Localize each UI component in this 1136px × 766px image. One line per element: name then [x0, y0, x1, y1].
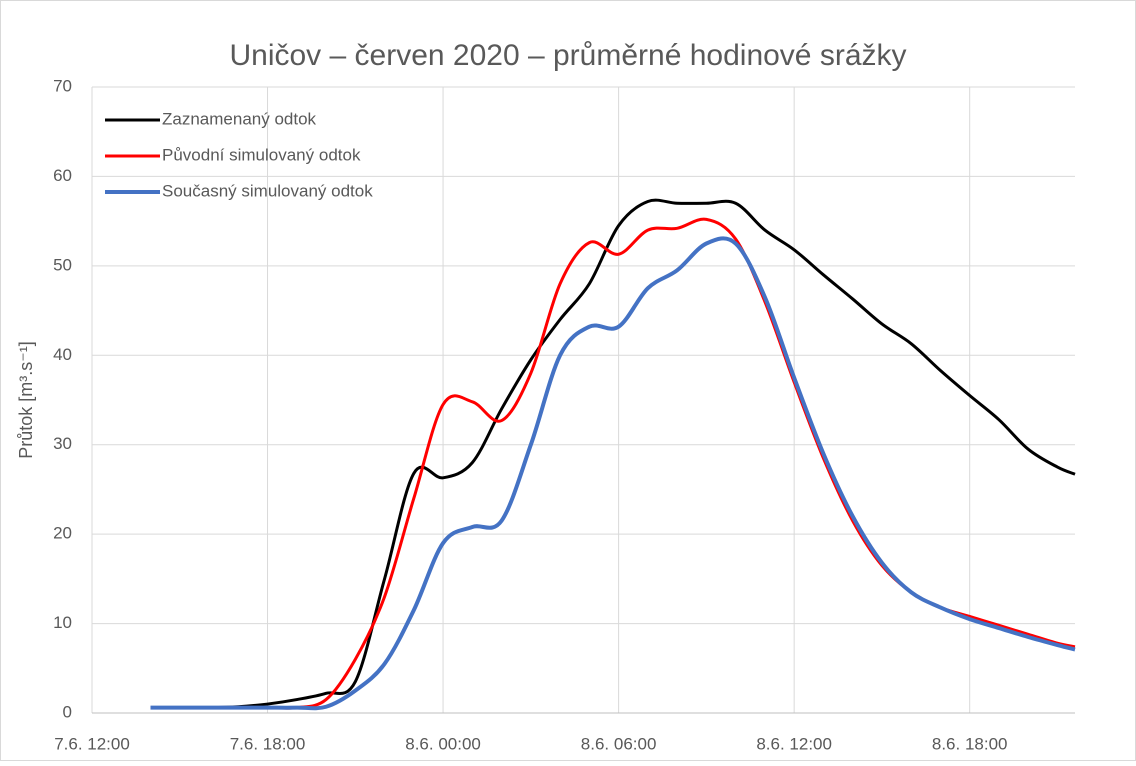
- x-tick-label: 8.6. 06:00: [581, 734, 657, 753]
- y-tick-label: 0: [63, 702, 72, 721]
- y-tick-label: 40: [53, 345, 72, 364]
- data-line: [150, 198, 1076, 710]
- y-tick-label: 60: [53, 166, 72, 185]
- x-tick-label: 7.6. 12:00: [54, 734, 130, 753]
- y-axis-label: Průtok [m³.s⁻¹]: [16, 341, 36, 459]
- x-tick-label: 7.6. 18:00: [230, 734, 306, 753]
- y-tick-label: 50: [53, 255, 72, 274]
- x-tick-label: 8.6. 18:00: [932, 734, 1008, 753]
- y-tick-label: 30: [53, 434, 72, 453]
- data-line: [150, 236, 1076, 711]
- y-tick-label: 70: [53, 76, 72, 95]
- y-tick-label: 10: [53, 613, 72, 632]
- x-tick-label: 8.6. 12:00: [756, 734, 832, 753]
- y-tick-label: 20: [53, 524, 72, 543]
- legend-label: Současný simulovaný odtok: [162, 181, 373, 200]
- x-tick-label: 8.6. 00:00: [405, 734, 481, 753]
- legend-label: Původní simulovaný odtok: [162, 145, 361, 164]
- chart-title: Uničov – červen 2020 – průměrné hodinové…: [229, 39, 906, 72]
- legend-label: Zaznamenaný odtok: [162, 109, 317, 128]
